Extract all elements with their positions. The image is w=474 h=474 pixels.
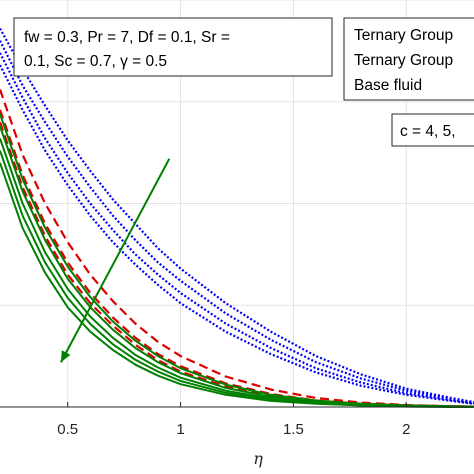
series-group <box>0 27 474 409</box>
legend-entry-3: Base fluid <box>354 77 422 94</box>
series-line-3 <box>0 64 474 405</box>
params-line-2: 0.1, Sc = 0.7, γ = 0.5 <box>24 53 167 70</box>
axis <box>0 402 474 408</box>
series-line-0 <box>0 27 474 404</box>
params-line-1: fw = 0.3, Pr = 7, Df = 0.1, Sr = <box>24 29 230 46</box>
series-line-1 <box>0 40 474 404</box>
arrow-shaft <box>60 158 171 363</box>
legend: Ternary Group Ternary Group Base fluid <box>343 17 474 101</box>
legend-box <box>343 17 474 101</box>
x-tick-label-0: 0.5 <box>57 421 78 438</box>
params-box <box>13 17 333 77</box>
series-line-7 <box>0 113 474 408</box>
x-tick-label-1: 1 <box>176 421 184 438</box>
x-axis-label: η <box>253 449 263 468</box>
series-line-11 <box>0 162 474 408</box>
x-tick-label-2: 1.5 <box>283 421 304 438</box>
series-line-2 <box>0 52 474 405</box>
legend-entry-2: Ternary Group <box>354 52 453 69</box>
legend-entry-1: Ternary Group <box>354 27 453 44</box>
params-annotation: fw = 0.3, Pr = 7, Df = 0.1, Sr = 0.1, Sc… <box>13 17 333 77</box>
series-line-6 <box>0 121 474 409</box>
x-tick-label-3: 2 <box>402 421 410 438</box>
arrow-head <box>60 350 71 363</box>
c-label: c = 4, 5, <box>400 123 456 140</box>
c-annotation: c = 4, 5, <box>391 113 474 147</box>
series-line-5 <box>0 109 474 408</box>
c-box <box>391 113 474 147</box>
trend-arrow <box>60 158 171 363</box>
tick-labels: 0.5 1 1.5 2 <box>57 421 410 438</box>
